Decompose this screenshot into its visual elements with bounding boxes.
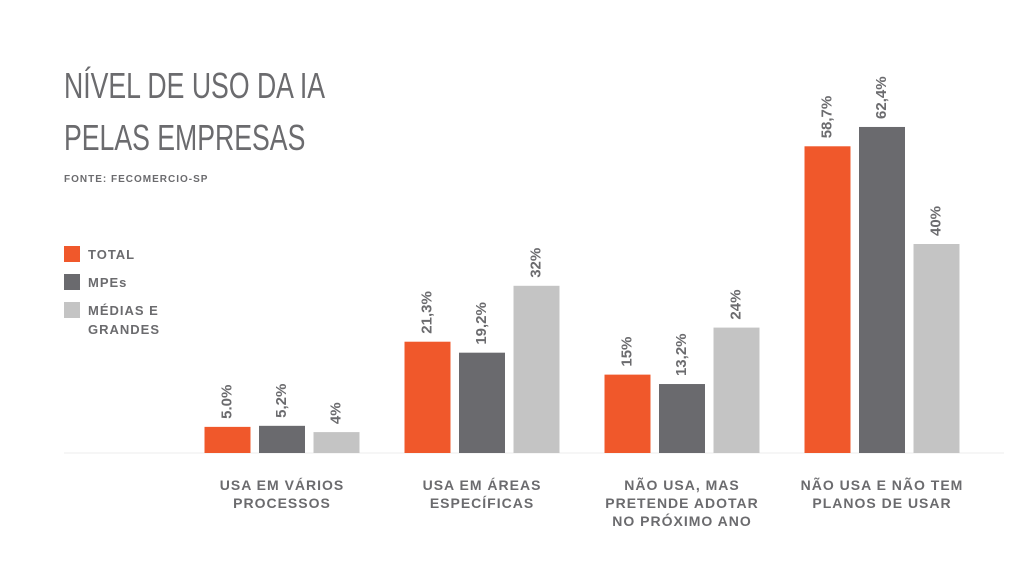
value-label: 32%	[527, 248, 544, 278]
bar	[459, 352, 505, 453]
value-label: 62,4%	[873, 76, 890, 119]
x-tick-label: USA EM ÁREAS ESPECÍFICAS	[422, 477, 542, 511]
bar	[313, 432, 360, 453]
bar	[404, 341, 451, 453]
bar	[513, 285, 560, 453]
bar	[604, 374, 651, 453]
value-label: 5.0%	[218, 385, 235, 419]
bar	[804, 146, 851, 454]
bar	[859, 126, 905, 454]
legend-label: MPEs	[88, 275, 128, 290]
value-label: 21,3%	[418, 291, 435, 334]
bar	[713, 327, 760, 453]
value-label: 40%	[927, 206, 944, 236]
legend-label: MÉDIAS E GRANDES	[88, 303, 161, 337]
bar	[259, 425, 305, 453]
x-tick-label: NÃO USA E NÃO TEM PLANOS DE USAR	[800, 477, 964, 511]
bar	[913, 244, 960, 453]
value-label: 13,2%	[673, 333, 690, 376]
x-tick-label: USA EM VÁRIOS PROCESSOS	[219, 477, 345, 511]
value-label: 58,7%	[818, 96, 835, 139]
value-label: 5,2%	[273, 384, 290, 418]
legend-swatch	[64, 274, 80, 290]
chart-title: NÍVEL DE USO DA IA PELAS EMPRESAS	[64, 65, 324, 158]
legend-swatch	[64, 246, 80, 262]
source: FONTE: FECOMERCIO-SP	[64, 174, 209, 185]
bar	[204, 426, 251, 453]
x-tick-label: NÃO USA, MAS PRETENDE ADOTAR NO PRÓXIMO …	[605, 477, 759, 529]
value-label: 4%	[327, 402, 344, 424]
legend-swatch	[64, 302, 80, 318]
value-label: 15%	[618, 337, 635, 367]
value-label: 19,2%	[473, 302, 490, 345]
value-label: 24%	[727, 290, 744, 320]
bar	[659, 384, 705, 453]
legend-label: TOTAL	[88, 247, 136, 262]
